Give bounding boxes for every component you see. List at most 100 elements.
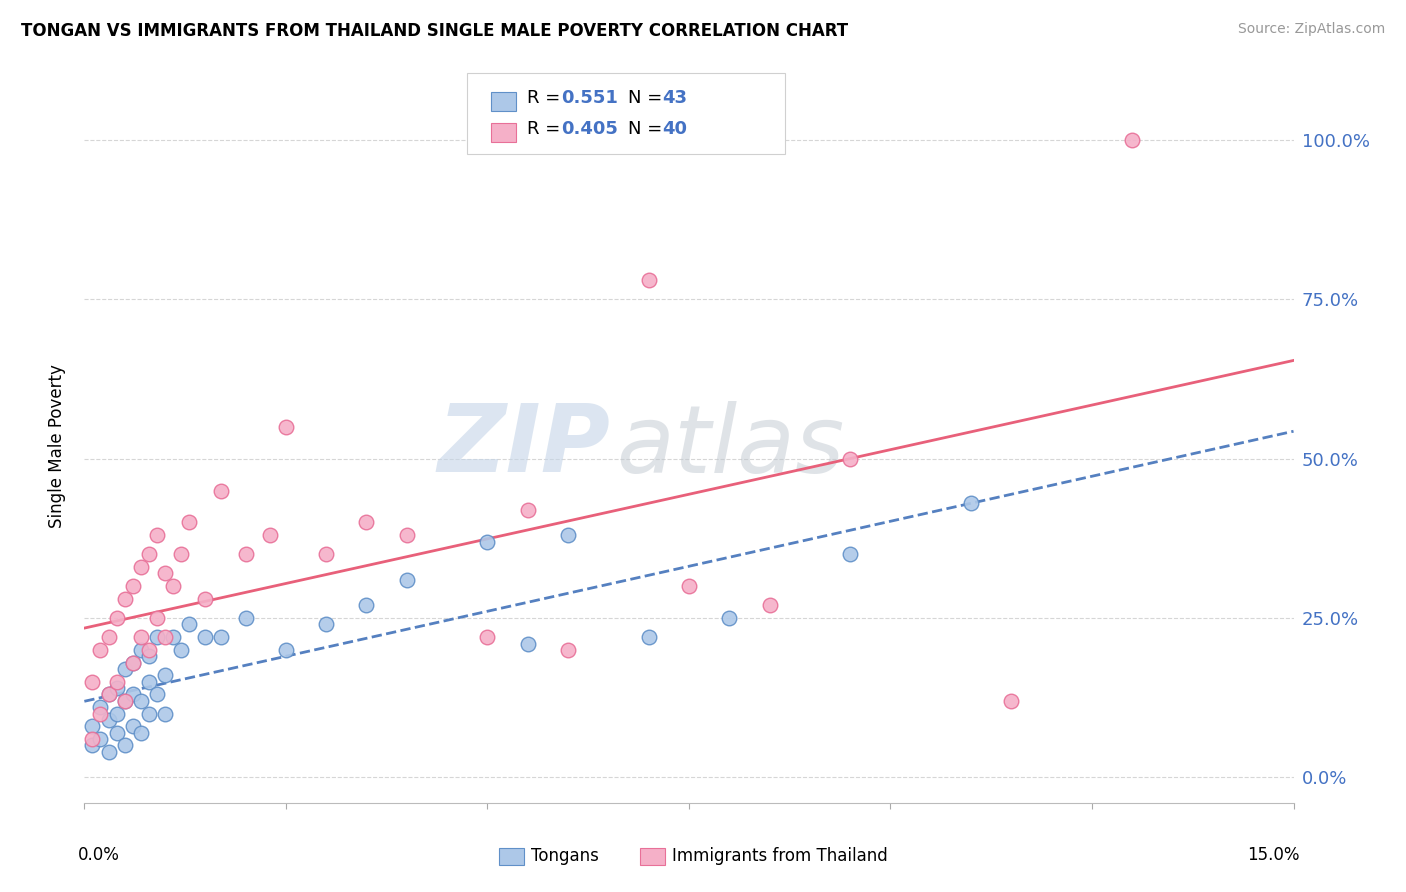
Point <box>105 674 128 689</box>
Point <box>839 547 862 561</box>
Point <box>678 579 700 593</box>
Text: N =: N = <box>628 120 668 138</box>
Point <box>395 528 418 542</box>
Point <box>395 573 418 587</box>
Point <box>146 688 169 702</box>
Point <box>129 630 152 644</box>
Point <box>274 643 297 657</box>
Point <box>138 547 160 561</box>
Point <box>153 668 176 682</box>
Point <box>105 725 128 739</box>
Y-axis label: Single Male Poverty: Single Male Poverty <box>48 364 66 528</box>
Text: 0.0%: 0.0% <box>79 846 120 863</box>
Point <box>1000 694 1022 708</box>
Text: ZIP: ZIP <box>437 400 610 492</box>
Point <box>557 528 579 542</box>
Point <box>209 483 232 498</box>
Point <box>477 630 499 644</box>
Point <box>114 591 136 606</box>
Point <box>89 706 111 721</box>
Point <box>637 630 659 644</box>
Point <box>89 643 111 657</box>
Point <box>82 732 104 747</box>
Point <box>114 694 136 708</box>
Point <box>179 617 201 632</box>
Text: atlas: atlas <box>616 401 845 491</box>
Point <box>105 611 128 625</box>
Point <box>170 547 193 561</box>
Text: N =: N = <box>628 89 668 107</box>
Point <box>315 617 337 632</box>
Point <box>315 547 337 561</box>
Point <box>138 643 160 657</box>
Text: TONGAN VS IMMIGRANTS FROM THAILAND SINGLE MALE POVERTY CORRELATION CHART: TONGAN VS IMMIGRANTS FROM THAILAND SINGL… <box>21 22 848 40</box>
Point <box>209 630 232 644</box>
Point <box>97 745 120 759</box>
Text: 15.0%: 15.0% <box>1247 846 1299 863</box>
Point <box>477 534 499 549</box>
Text: 40: 40 <box>662 120 688 138</box>
Point <box>153 566 176 581</box>
Point <box>758 599 780 613</box>
Point <box>170 643 193 657</box>
Point <box>97 713 120 727</box>
Point <box>1121 133 1143 147</box>
Point <box>356 599 378 613</box>
Point <box>153 630 176 644</box>
Text: Tongans: Tongans <box>531 847 599 865</box>
Point <box>89 732 111 747</box>
Point <box>138 706 160 721</box>
Point <box>82 719 104 733</box>
Point <box>516 502 538 516</box>
Point <box>97 688 120 702</box>
Point <box>129 725 152 739</box>
Point <box>146 528 169 542</box>
Point <box>89 700 111 714</box>
Point <box>105 706 128 721</box>
Text: R =: R = <box>527 89 567 107</box>
Point <box>114 739 136 753</box>
Point <box>162 630 184 644</box>
Point <box>839 451 862 466</box>
Text: 0.551: 0.551 <box>561 89 617 107</box>
Point <box>129 560 152 574</box>
Point <box>179 516 201 530</box>
Point <box>235 611 257 625</box>
Point <box>194 591 217 606</box>
Point <box>637 273 659 287</box>
Point <box>274 420 297 434</box>
Point <box>194 630 217 644</box>
Point <box>105 681 128 695</box>
Point <box>235 547 257 561</box>
Text: R =: R = <box>527 120 567 138</box>
Point <box>121 656 143 670</box>
Text: Source: ZipAtlas.com: Source: ZipAtlas.com <box>1237 22 1385 37</box>
Point <box>121 719 143 733</box>
Text: 0.405: 0.405 <box>561 120 617 138</box>
Point <box>162 579 184 593</box>
Text: Immigrants from Thailand: Immigrants from Thailand <box>672 847 887 865</box>
Point <box>82 674 104 689</box>
Point <box>121 656 143 670</box>
Text: 43: 43 <box>662 89 688 107</box>
Point <box>356 516 378 530</box>
Point <box>121 579 143 593</box>
Point <box>259 528 281 542</box>
Point <box>960 496 983 510</box>
Point <box>97 630 120 644</box>
Point <box>153 706 176 721</box>
Point <box>129 694 152 708</box>
Point <box>114 694 136 708</box>
Point <box>146 611 169 625</box>
Point <box>82 739 104 753</box>
Point <box>97 688 120 702</box>
Point <box>516 636 538 650</box>
Point <box>138 649 160 664</box>
Point <box>138 674 160 689</box>
Point <box>121 688 143 702</box>
Point <box>146 630 169 644</box>
Point <box>114 662 136 676</box>
Point <box>557 643 579 657</box>
Point <box>718 611 741 625</box>
Point <box>129 643 152 657</box>
